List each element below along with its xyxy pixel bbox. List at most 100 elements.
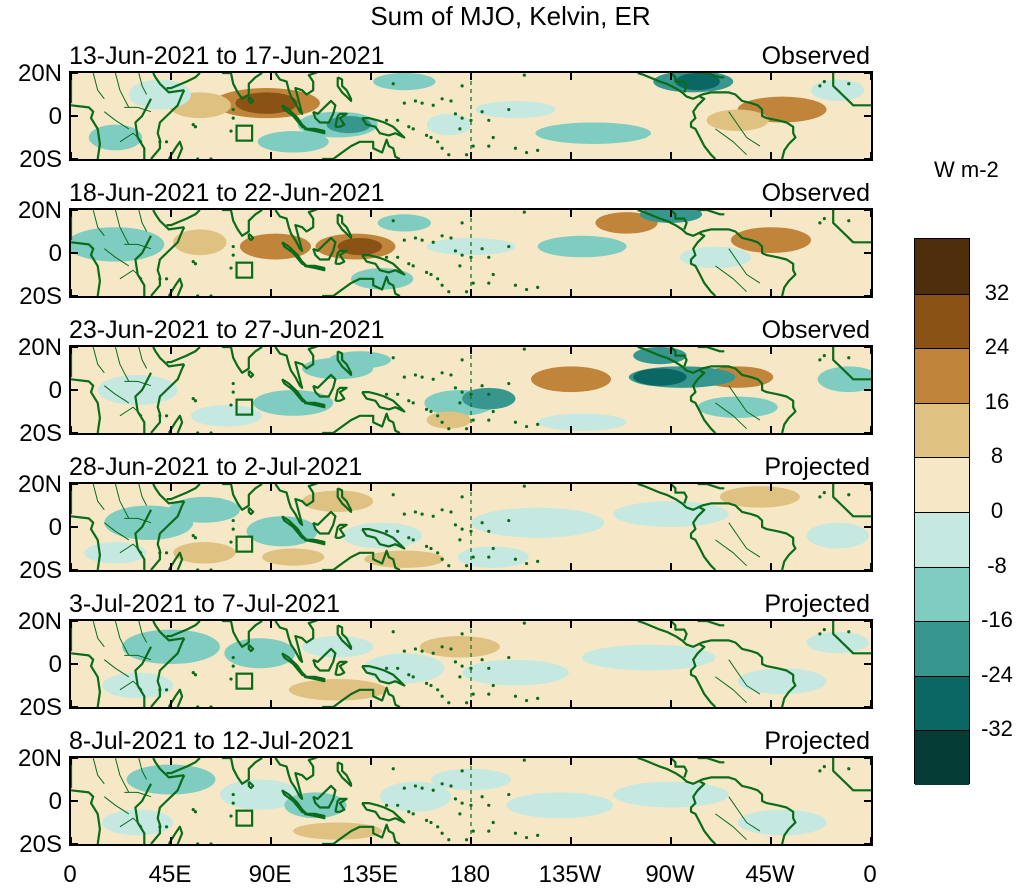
country-border: [715, 676, 747, 704]
island-dot: [536, 696, 540, 700]
island-dot: [229, 540, 233, 544]
anomaly-contour: [364, 653, 445, 684]
island-dot: [407, 262, 411, 266]
coastline: [247, 95, 255, 105]
island-dot: [440, 146, 444, 150]
island-dot: [411, 538, 415, 542]
lat-label: 0: [48, 103, 62, 130]
island-dot: [384, 118, 389, 122]
coastline: [334, 386, 348, 402]
anomaly-contour: [351, 268, 414, 290]
island-dot: [471, 692, 475, 696]
panel-date-range: 13-Jun-2021 to 17-Jun-2021: [69, 42, 385, 70]
coastline: [222, 347, 263, 374]
island-dot: [469, 118, 473, 122]
anomaly-contour: [531, 366, 611, 393]
lat-label: 0: [48, 651, 62, 678]
coastline: [361, 801, 406, 824]
island-dot: [164, 140, 169, 144]
anomaly-contour: [537, 235, 627, 258]
anomaly-contour: [462, 387, 516, 410]
island-dot: [424, 681, 429, 685]
island-dot: [196, 842, 200, 844]
island-dot: [231, 390, 235, 394]
island-dot: [424, 818, 429, 822]
panel-status: Observed: [761, 42, 870, 70]
island-dot: [460, 801, 464, 805]
island-dot: [396, 118, 400, 122]
country-border: [124, 243, 152, 250]
island-dot: [458, 127, 462, 131]
island-dot: [487, 803, 491, 807]
coastline: [701, 776, 797, 844]
coastline: [697, 621, 725, 627]
region-box: [235, 398, 254, 416]
coastline: [274, 758, 316, 801]
island-dot: [429, 683, 433, 688]
anomaly-contour: [471, 507, 605, 538]
island-dot: [209, 842, 213, 844]
colorbar-label: 8: [990, 443, 1004, 469]
island-dot: [391, 630, 395, 634]
island-dot: [429, 820, 433, 825]
island-dot: [822, 217, 826, 221]
country-border: [138, 210, 148, 232]
island-dot: [471, 418, 475, 422]
coastline: [304, 264, 326, 272]
island-dot: [460, 84, 464, 88]
island-dot: [191, 671, 195, 675]
island-dot: [429, 272, 433, 277]
coastline: [166, 484, 201, 501]
island-dot: [402, 238, 406, 242]
island-dot: [491, 272, 495, 277]
coastline: [322, 823, 401, 844]
island-dot: [440, 283, 444, 287]
island-dot: [487, 692, 491, 696]
island-dot: [411, 675, 415, 679]
coastline: [637, 210, 703, 237]
country-border: [138, 621, 148, 643]
colorbar-segment: [915, 457, 969, 512]
island-dot: [229, 814, 233, 818]
coastline: [167, 277, 184, 296]
map-panel-canvas: [71, 621, 871, 707]
coastline: [166, 621, 201, 638]
coastlines: [71, 758, 871, 844]
map-panel-5: [69, 619, 873, 709]
island-dot: [158, 140, 162, 144]
islands: [158, 73, 851, 159]
island-dot: [191, 808, 195, 812]
island-dot: [458, 812, 462, 816]
anomaly-contour: [262, 548, 325, 566]
island-dot: [436, 277, 440, 281]
island-dot: [440, 371, 444, 375]
panel-status: Observed: [761, 316, 870, 344]
anomaly-contour: [582, 644, 716, 671]
island-dot: [436, 414, 440, 418]
coastline: [247, 780, 255, 790]
map-panel-canvas: [71, 484, 871, 570]
island-dot: [209, 568, 213, 570]
island-dot: [471, 555, 475, 559]
island-dot: [480, 521, 484, 525]
island-dot: [449, 510, 453, 514]
colorbar-segment: [915, 293, 969, 349]
anomaly-contour: [633, 368, 687, 386]
island-dot: [449, 373, 453, 377]
country-border: [103, 522, 130, 541]
coastline: [334, 112, 348, 128]
island-dot: [384, 255, 389, 259]
coastline: [166, 758, 201, 775]
island-dot: [464, 838, 469, 842]
anomaly-contour: [706, 109, 769, 132]
anomaly-contour: [328, 351, 391, 369]
island-dot: [424, 133, 429, 137]
coastlines: [71, 210, 871, 296]
coastline: [274, 73, 316, 116]
region-box: [235, 672, 254, 690]
coastline: [312, 510, 337, 535]
coastlines: [71, 347, 871, 433]
coastline: [71, 378, 101, 433]
island-dot: [396, 255, 400, 259]
island-dot: [847, 767, 851, 771]
